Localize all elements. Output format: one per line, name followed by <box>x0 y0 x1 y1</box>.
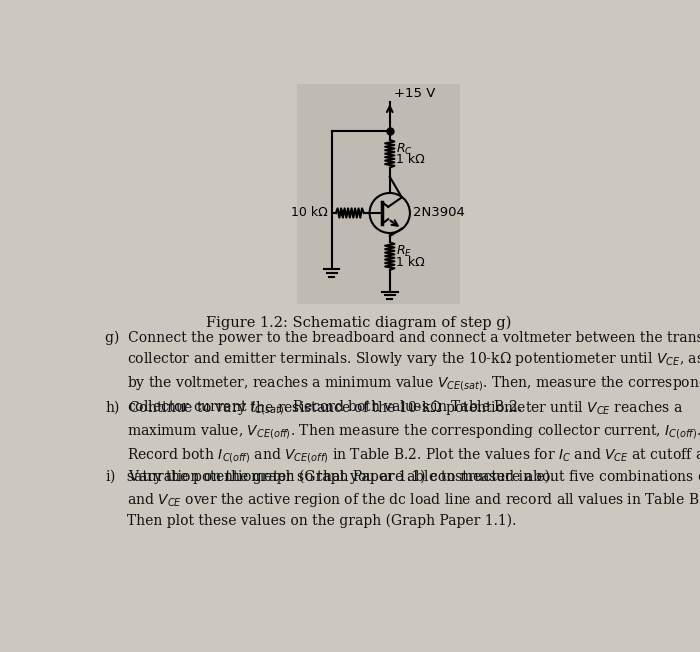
Text: 10 kΩ: 10 kΩ <box>291 206 328 218</box>
Text: $R_C$: $R_C$ <box>396 141 413 156</box>
Text: $R_E$: $R_E$ <box>396 244 412 259</box>
Text: i)   Vary the potentiometer so that you are able to measure about five combinati: i) Vary the potentiometer so that you ar… <box>104 467 700 528</box>
Text: +15 V: +15 V <box>393 87 435 100</box>
Text: 1 kΩ: 1 kΩ <box>396 153 425 166</box>
Bar <box>297 84 459 304</box>
Text: Figure 1.2: Schematic diagram of step g): Figure 1.2: Schematic diagram of step g) <box>206 316 512 330</box>
Text: g)  Connect the power to the breadboard and connect a voltmeter between the tran: g) Connect the power to the breadboard a… <box>104 331 700 417</box>
Text: h)  Continue to vary the resistance of the 10-kΩ potentiometer until $V_{CE}$ re: h) Continue to vary the resistance of th… <box>104 398 700 484</box>
Text: 1 kΩ: 1 kΩ <box>396 256 425 269</box>
Text: 2N3904: 2N3904 <box>413 207 465 220</box>
